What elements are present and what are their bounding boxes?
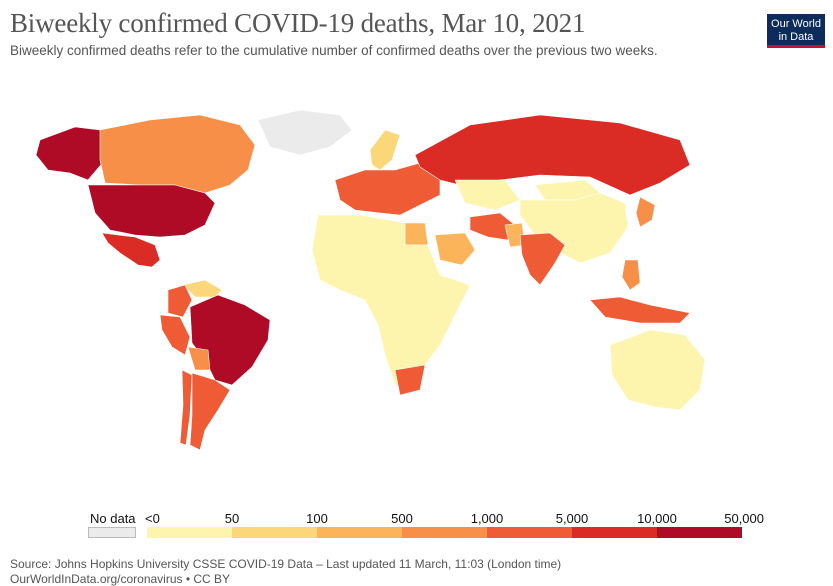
- logo-line2: in Data: [778, 31, 814, 43]
- region-indonesia[interactable]: [589, 296, 691, 324]
- region-europe[interactable]: [334, 162, 441, 216]
- region-colombia[interactable]: [167, 284, 193, 318]
- region-kazakhstan[interactable]: [454, 179, 521, 211]
- region-argentina[interactable]: [189, 372, 231, 451]
- legend-swatch-1: [232, 527, 317, 538]
- chart-subtitle: Biweekly confirmed deaths refer to the c…: [10, 43, 658, 58]
- region-philippines[interactable]: [621, 259, 641, 291]
- legend-swatch-3: [402, 527, 487, 538]
- legend-swatch-5: [572, 527, 657, 538]
- source-note: Source: Johns Hopkins University CSSE CO…: [10, 557, 562, 571]
- region-united-states[interactable]: [87, 184, 216, 238]
- region-australia[interactable]: [609, 329, 706, 411]
- legend-tick-5: 5,000: [555, 511, 589, 526]
- region-mexico[interactable]: [101, 232, 161, 268]
- legend-swatch-2: [317, 527, 402, 538]
- legend-tick-1: 50: [224, 511, 240, 526]
- region-venezuela[interactable]: [182, 279, 223, 298]
- region-peru[interactable]: [159, 314, 191, 356]
- owid-logo[interactable]: Our World in Data: [767, 14, 825, 48]
- region-brazil[interactable]: [189, 294, 271, 386]
- legend-tick-7: 50,000: [724, 511, 764, 526]
- legend-tick-4: 1,000: [470, 511, 504, 526]
- legend-swatch-6: [657, 527, 742, 538]
- region-canada[interactable]: [99, 114, 256, 194]
- legend-tick-6: 10,000: [637, 511, 677, 526]
- legend-tick-3: 500: [391, 511, 413, 526]
- chart-title: Biweekly confirmed COVID-19 deaths, Mar …: [10, 8, 586, 38]
- legend-no-data-label: No data: [90, 511, 136, 526]
- legend-tick-2: 100: [306, 511, 328, 526]
- region-south-africa[interactable]: [394, 364, 426, 396]
- region-japan[interactable]: [635, 196, 656, 228]
- region-alaska[interactable]: [35, 126, 106, 181]
- region-saudi-arabia[interactable]: [434, 232, 476, 266]
- region-scandinavia[interactable]: [369, 129, 401, 171]
- map-regions: [35, 109, 706, 451]
- legend-swatch-0: [147, 527, 232, 538]
- region-chile[interactable]: [179, 369, 193, 446]
- legend-color-bar: [147, 527, 742, 538]
- logo-accent-bar: [767, 45, 825, 48]
- region-china[interactable]: [519, 192, 629, 264]
- world-choropleth-map[interactable]: [0, 85, 833, 505]
- region-iran[interactable]: [469, 212, 516, 241]
- region-russia[interactable]: [414, 114, 691, 196]
- region-india[interactable]: [519, 232, 566, 286]
- region-greenland[interactable]: [257, 109, 353, 156]
- legend-no-data-swatch: [88, 527, 136, 538]
- footer-link[interactable]: OurWorldInData.org/coronavirus • CC BY: [10, 572, 231, 586]
- region-bolivia[interactable]: [187, 346, 211, 371]
- legend-tick-0: <0: [145, 511, 160, 526]
- region-egypt[interactable]: [404, 222, 429, 246]
- legend-swatch-4: [487, 527, 572, 538]
- logo-line1: Our World: [771, 18, 821, 30]
